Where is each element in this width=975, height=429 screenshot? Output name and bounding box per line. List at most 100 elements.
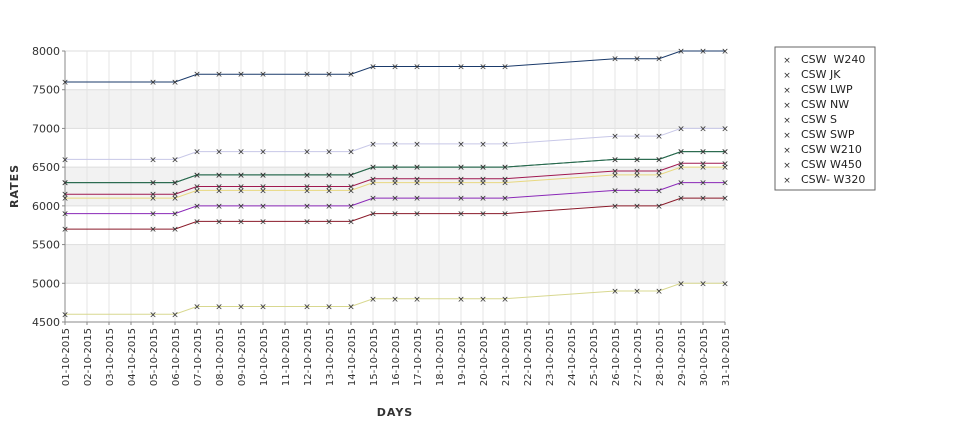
series-line (65, 127, 725, 160)
data-point-marker: × (699, 159, 707, 169)
series-csw-jk: × × ×× × × × × × ×× × × × × ×× × ×× × × (61, 159, 729, 200)
x-tick-label: 14-10-2015 (347, 328, 358, 386)
legend-marker: × (783, 131, 791, 141)
x-tick-label: 12-10-2015 (303, 328, 314, 386)
data-point-marker: × (369, 175, 377, 185)
data-point-marker: × (633, 55, 641, 65)
data-point-marker: × (655, 171, 663, 181)
data-point-marker: × (479, 163, 487, 173)
data-point-marker: × (699, 47, 707, 57)
data-point-marker: × (347, 148, 355, 158)
data-point-marker: × (303, 202, 311, 212)
legend-marker: × (783, 56, 791, 66)
data-point-marker: × (391, 163, 399, 173)
data-point-marker: × (303, 70, 311, 80)
legend-label: CSW W240 (801, 53, 865, 66)
data-point-marker: × (655, 167, 663, 177)
y-tick-label: 5500 (32, 239, 60, 252)
data-point-marker: × (369, 140, 377, 150)
x-tick-label: 03-10-2015 (105, 328, 116, 386)
data-point-marker: × (171, 155, 179, 165)
data-point-marker: × (721, 179, 729, 189)
data-point-marker: × (391, 295, 399, 305)
data-point-marker: × (61, 155, 69, 165)
data-point-marker: × (215, 202, 223, 212)
data-point-marker: × (171, 194, 179, 204)
y-tick-label: 6000 (32, 200, 60, 213)
data-point-marker: × (171, 179, 179, 189)
data-point-marker: × (193, 217, 201, 227)
x-tick-label: 31-10-2015 (721, 328, 732, 386)
data-point-marker: × (303, 303, 311, 313)
x-tick-label: 22-10-2015 (523, 328, 534, 386)
data-point-marker: × (259, 217, 267, 227)
data-point-marker: × (677, 124, 685, 134)
data-point-marker: × (413, 295, 421, 305)
x-tick-label: 27-10-2015 (633, 328, 644, 386)
data-point-marker: × (215, 171, 223, 181)
data-point-marker: × (479, 179, 487, 189)
data-point-marker: × (369, 194, 377, 204)
data-point-marker: × (413, 140, 421, 150)
data-point-marker: × (413, 175, 421, 185)
data-point-marker: × (457, 140, 465, 150)
data-point-marker: × (325, 186, 333, 196)
data-point-marker: × (347, 171, 355, 181)
data-point-marker: × (61, 179, 69, 189)
data-point-marker: × (193, 202, 201, 212)
data-point-marker: × (237, 303, 245, 313)
data-point-marker: × (699, 194, 707, 204)
data-point-marker: × (347, 217, 355, 227)
data-point-marker: × (369, 163, 377, 173)
legend-label: CSW- W320 (801, 173, 865, 186)
data-point-marker: × (193, 171, 201, 181)
data-point-marker: × (193, 183, 201, 193)
x-tick-label: 15-10-2015 (369, 328, 380, 386)
data-point-marker: × (413, 179, 421, 189)
x-tick-label: 04-10-2015 (127, 328, 138, 386)
data-point-marker: × (699, 124, 707, 134)
data-point-marker: × (303, 148, 311, 158)
data-point-marker: × (457, 62, 465, 72)
series-line (65, 182, 725, 215)
x-tick-label: 17-10-2015 (413, 328, 424, 386)
data-point-marker: × (655, 155, 663, 165)
data-point-marker: × (457, 295, 465, 305)
data-point-marker: × (655, 186, 663, 196)
data-point-marker: × (633, 132, 641, 142)
data-point-marker: × (699, 148, 707, 158)
data-point-marker: × (479, 163, 487, 173)
legend-label: CSW JK (801, 68, 841, 81)
data-point-marker: × (61, 225, 69, 235)
data-point-marker: × (391, 210, 399, 220)
legend-marker: × (783, 86, 791, 96)
data-point-marker: × (171, 210, 179, 220)
data-point-marker: × (237, 171, 245, 181)
legend-box (774, 46, 876, 191)
y-tick-label: 4500 (32, 316, 60, 329)
data-point-marker: × (237, 217, 245, 227)
data-point-marker: × (215, 70, 223, 80)
data-point-marker: × (61, 310, 69, 320)
data-point-marker: × (259, 171, 267, 181)
data-point-marker: × (699, 279, 707, 289)
y-tick-label: 7500 (32, 84, 60, 97)
y-tick-label: 7000 (32, 122, 60, 135)
data-point-marker: × (655, 55, 663, 65)
data-point-marker: × (149, 190, 157, 200)
x-tick-label: 21-10-2015 (501, 328, 512, 386)
data-point-marker: × (413, 163, 421, 173)
data-point-marker: × (611, 167, 619, 177)
data-point-marker: × (347, 202, 355, 212)
x-tick-label: 16-10-2015 (391, 328, 402, 386)
legend-label: CSW W210 (801, 143, 862, 156)
data-point-marker: × (149, 179, 157, 189)
x-tick-label: 13-10-2015 (325, 328, 336, 386)
data-point-marker: × (325, 183, 333, 193)
data-point-marker: × (237, 202, 245, 212)
data-point-marker: × (413, 163, 421, 173)
data-point-marker: × (391, 163, 399, 173)
x-tick-label: 29-10-2015 (677, 328, 688, 386)
data-point-marker: × (699, 179, 707, 189)
series-csw-w320: × × ×× × × × × × ×× × × × × ×× × ×× × × (61, 148, 729, 189)
